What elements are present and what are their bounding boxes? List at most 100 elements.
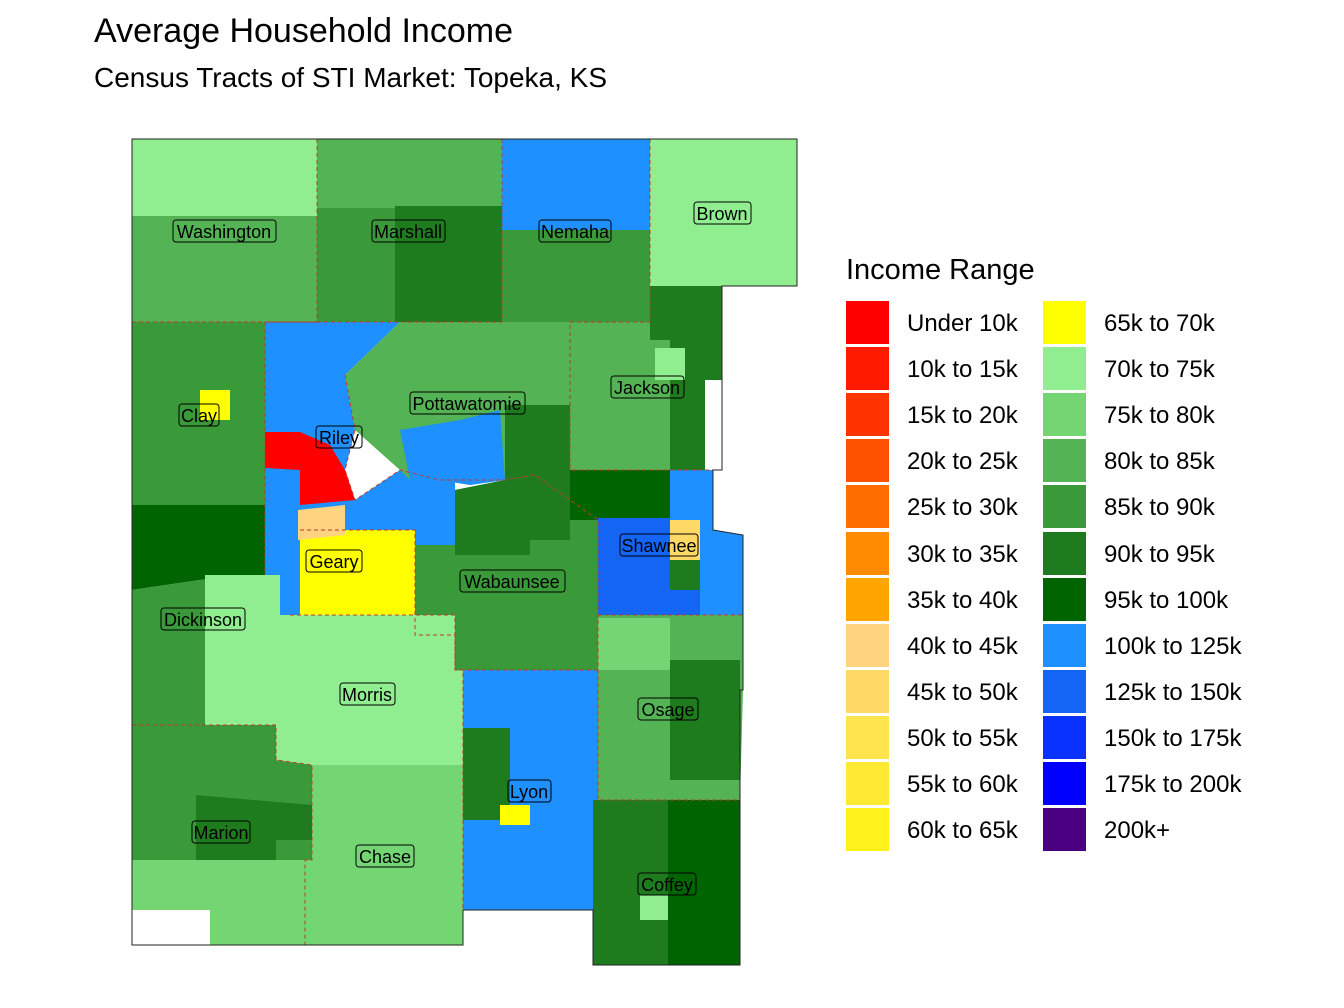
legend-label: 40k to 45k bbox=[907, 632, 1018, 660]
market-outline bbox=[131, 138, 798, 966]
legend-swatch bbox=[846, 531, 889, 575]
legend-swatch bbox=[1043, 715, 1086, 759]
legend-swatch bbox=[846, 485, 889, 529]
legend-swatch bbox=[1043, 531, 1086, 575]
legend-label: 200k+ bbox=[1104, 817, 1171, 845]
legend-swatch bbox=[846, 669, 889, 713]
legend-label: 25k to 30k bbox=[907, 494, 1018, 522]
svg-text:Shawnee: Shawnee bbox=[621, 536, 696, 556]
legend-item: 35k to 40k bbox=[846, 577, 1066, 623]
tract-coffey-east bbox=[668, 800, 740, 965]
tract-geary-north bbox=[298, 505, 345, 540]
map-subtitle: Census Tracts of STI Market: Topeka, KS bbox=[94, 62, 608, 93]
tract-morris bbox=[276, 615, 463, 765]
tract-jackson-light bbox=[655, 348, 685, 380]
tract-brown bbox=[650, 139, 797, 286]
label-nemaha: Nemaha bbox=[538, 219, 612, 243]
legend-item: 80k to 85k bbox=[1043, 438, 1263, 484]
legend-swatch bbox=[846, 393, 889, 437]
legend-label: 55k to 60k bbox=[907, 771, 1018, 798]
legend-item: 25k to 30k bbox=[846, 484, 1066, 530]
tract-lyon-west bbox=[463, 728, 510, 820]
legend-item: 15k to 20k bbox=[846, 392, 1066, 438]
legend-item: 40k to 45k bbox=[846, 623, 1066, 669]
legend-item: 30k to 35k bbox=[846, 531, 1066, 577]
legend-label: 175k to 200k bbox=[1104, 771, 1242, 798]
legend-item: 175k to 200k bbox=[1043, 761, 1263, 807]
county-border-morris bbox=[290, 614, 464, 910]
legend-swatch bbox=[1043, 485, 1086, 529]
legend-label: 50k to 55k bbox=[907, 724, 1018, 752]
tract-osage-light bbox=[598, 618, 670, 670]
legend-label: 100k to 125k bbox=[1104, 632, 1242, 660]
legend-item: 65k to 70k bbox=[1043, 300, 1263, 346]
legend-item: 75k to 80k bbox=[1043, 392, 1263, 438]
label-geary: Geary bbox=[305, 549, 363, 573]
legend-swatch bbox=[846, 623, 889, 667]
legend-item: 20k to 25k bbox=[846, 438, 1066, 484]
tract-clay bbox=[132, 322, 265, 505]
label-osage: Osage bbox=[637, 697, 699, 721]
county-border-geary bbox=[300, 529, 598, 671]
county-border-marshall-nemaha bbox=[264, 139, 503, 575]
label-shawnee: Shawnee bbox=[619, 533, 699, 557]
tract-jackson-east bbox=[650, 286, 722, 470]
legend-item: 95k to 100k bbox=[1043, 577, 1263, 623]
label-riley: Riley bbox=[315, 425, 363, 449]
legend-swatch bbox=[1043, 623, 1086, 667]
legend-item: 150k to 175k bbox=[1043, 715, 1263, 761]
legend-label: 70k to 75k bbox=[1104, 356, 1215, 384]
label-morris: Morris bbox=[339, 682, 396, 706]
county-border-kansas-river bbox=[344, 374, 740, 801]
tract-pottawatomie-blue bbox=[400, 410, 505, 485]
tract-riley bbox=[265, 322, 455, 615]
legend-swatch bbox=[1043, 393, 1086, 437]
label-dickinson: Dickinson bbox=[160, 607, 246, 631]
label-wabaunsee: Wabaunsee bbox=[459, 569, 566, 593]
svg-text:Geary: Geary bbox=[309, 552, 358, 572]
label-pottawatomie: Pottawatomie bbox=[409, 391, 526, 415]
tract-riley-red bbox=[265, 432, 355, 505]
legend-label: 65k to 70k bbox=[1104, 310, 1215, 337]
legend-label: 45k to 50k bbox=[907, 678, 1018, 706]
legend-item: 70k to 75k bbox=[1043, 346, 1263, 392]
tract-coffey-light bbox=[640, 895, 668, 920]
legend-title: Income Range bbox=[846, 254, 1035, 286]
legend-label: 30k to 35k bbox=[907, 540, 1018, 568]
legend-swatch bbox=[1043, 439, 1086, 483]
label-washington: Washington bbox=[172, 219, 277, 243]
svg-text:Dickinson: Dickinson bbox=[164, 610, 242, 630]
legend-swatch bbox=[846, 301, 889, 344]
svg-text:Riley: Riley bbox=[319, 428, 359, 448]
tract-wabaunsee-north bbox=[455, 475, 570, 555]
legend-label: 85k to 90k bbox=[1104, 494, 1215, 522]
legend-item: 10k to 15k bbox=[846, 346, 1066, 392]
map-title: Average Household Income bbox=[94, 12, 513, 50]
legend-label: 150k to 175k bbox=[1104, 724, 1242, 752]
label-marshall: Marshall bbox=[371, 219, 446, 243]
label-marion: Marion bbox=[191, 820, 251, 844]
svg-text:Clay: Clay bbox=[181, 406, 217, 426]
svg-text:Coffey: Coffey bbox=[641, 875, 693, 895]
tract-shawnee-east bbox=[670, 470, 743, 615]
legend-label: 35k to 40k bbox=[907, 586, 1018, 614]
tract-clay-town bbox=[200, 390, 230, 420]
svg-text:Nemaha: Nemaha bbox=[541, 222, 610, 242]
legend-label: 60k to 65k bbox=[907, 817, 1018, 845]
tract-shawnee-green bbox=[670, 560, 700, 590]
legend-item: 50k to 55k bbox=[846, 715, 1066, 761]
legend-label: 95k to 100k bbox=[1104, 586, 1229, 614]
tract-nemaha-north bbox=[502, 139, 650, 232]
svg-text:Jackson: Jackson bbox=[614, 378, 680, 398]
tract-washington-south bbox=[132, 216, 317, 323]
legend-swatch bbox=[1043, 347, 1086, 391]
legend-label: 15k to 20k bbox=[907, 402, 1018, 430]
legend-label: Under 10k bbox=[907, 310, 1018, 337]
legend-item: 55k to 60k bbox=[846, 761, 1066, 807]
tract-shawnee-core bbox=[670, 520, 700, 560]
legend-item: 90k to 95k bbox=[1043, 531, 1263, 577]
tract-chase bbox=[305, 765, 463, 945]
legend-label: 125k to 150k bbox=[1104, 678, 1242, 706]
svg-text:Marshall: Marshall bbox=[374, 222, 442, 242]
svg-text:Brown: Brown bbox=[696, 204, 747, 224]
